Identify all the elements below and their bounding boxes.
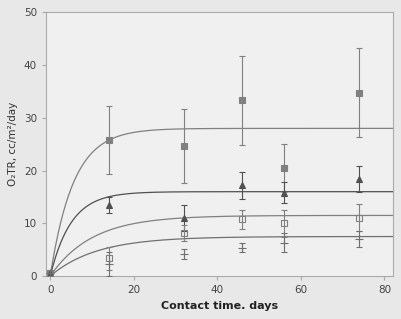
- X-axis label: Contact time. days: Contact time. days: [161, 301, 278, 311]
- Y-axis label: O₂TR, cc/m²/day: O₂TR, cc/m²/day: [8, 102, 18, 186]
